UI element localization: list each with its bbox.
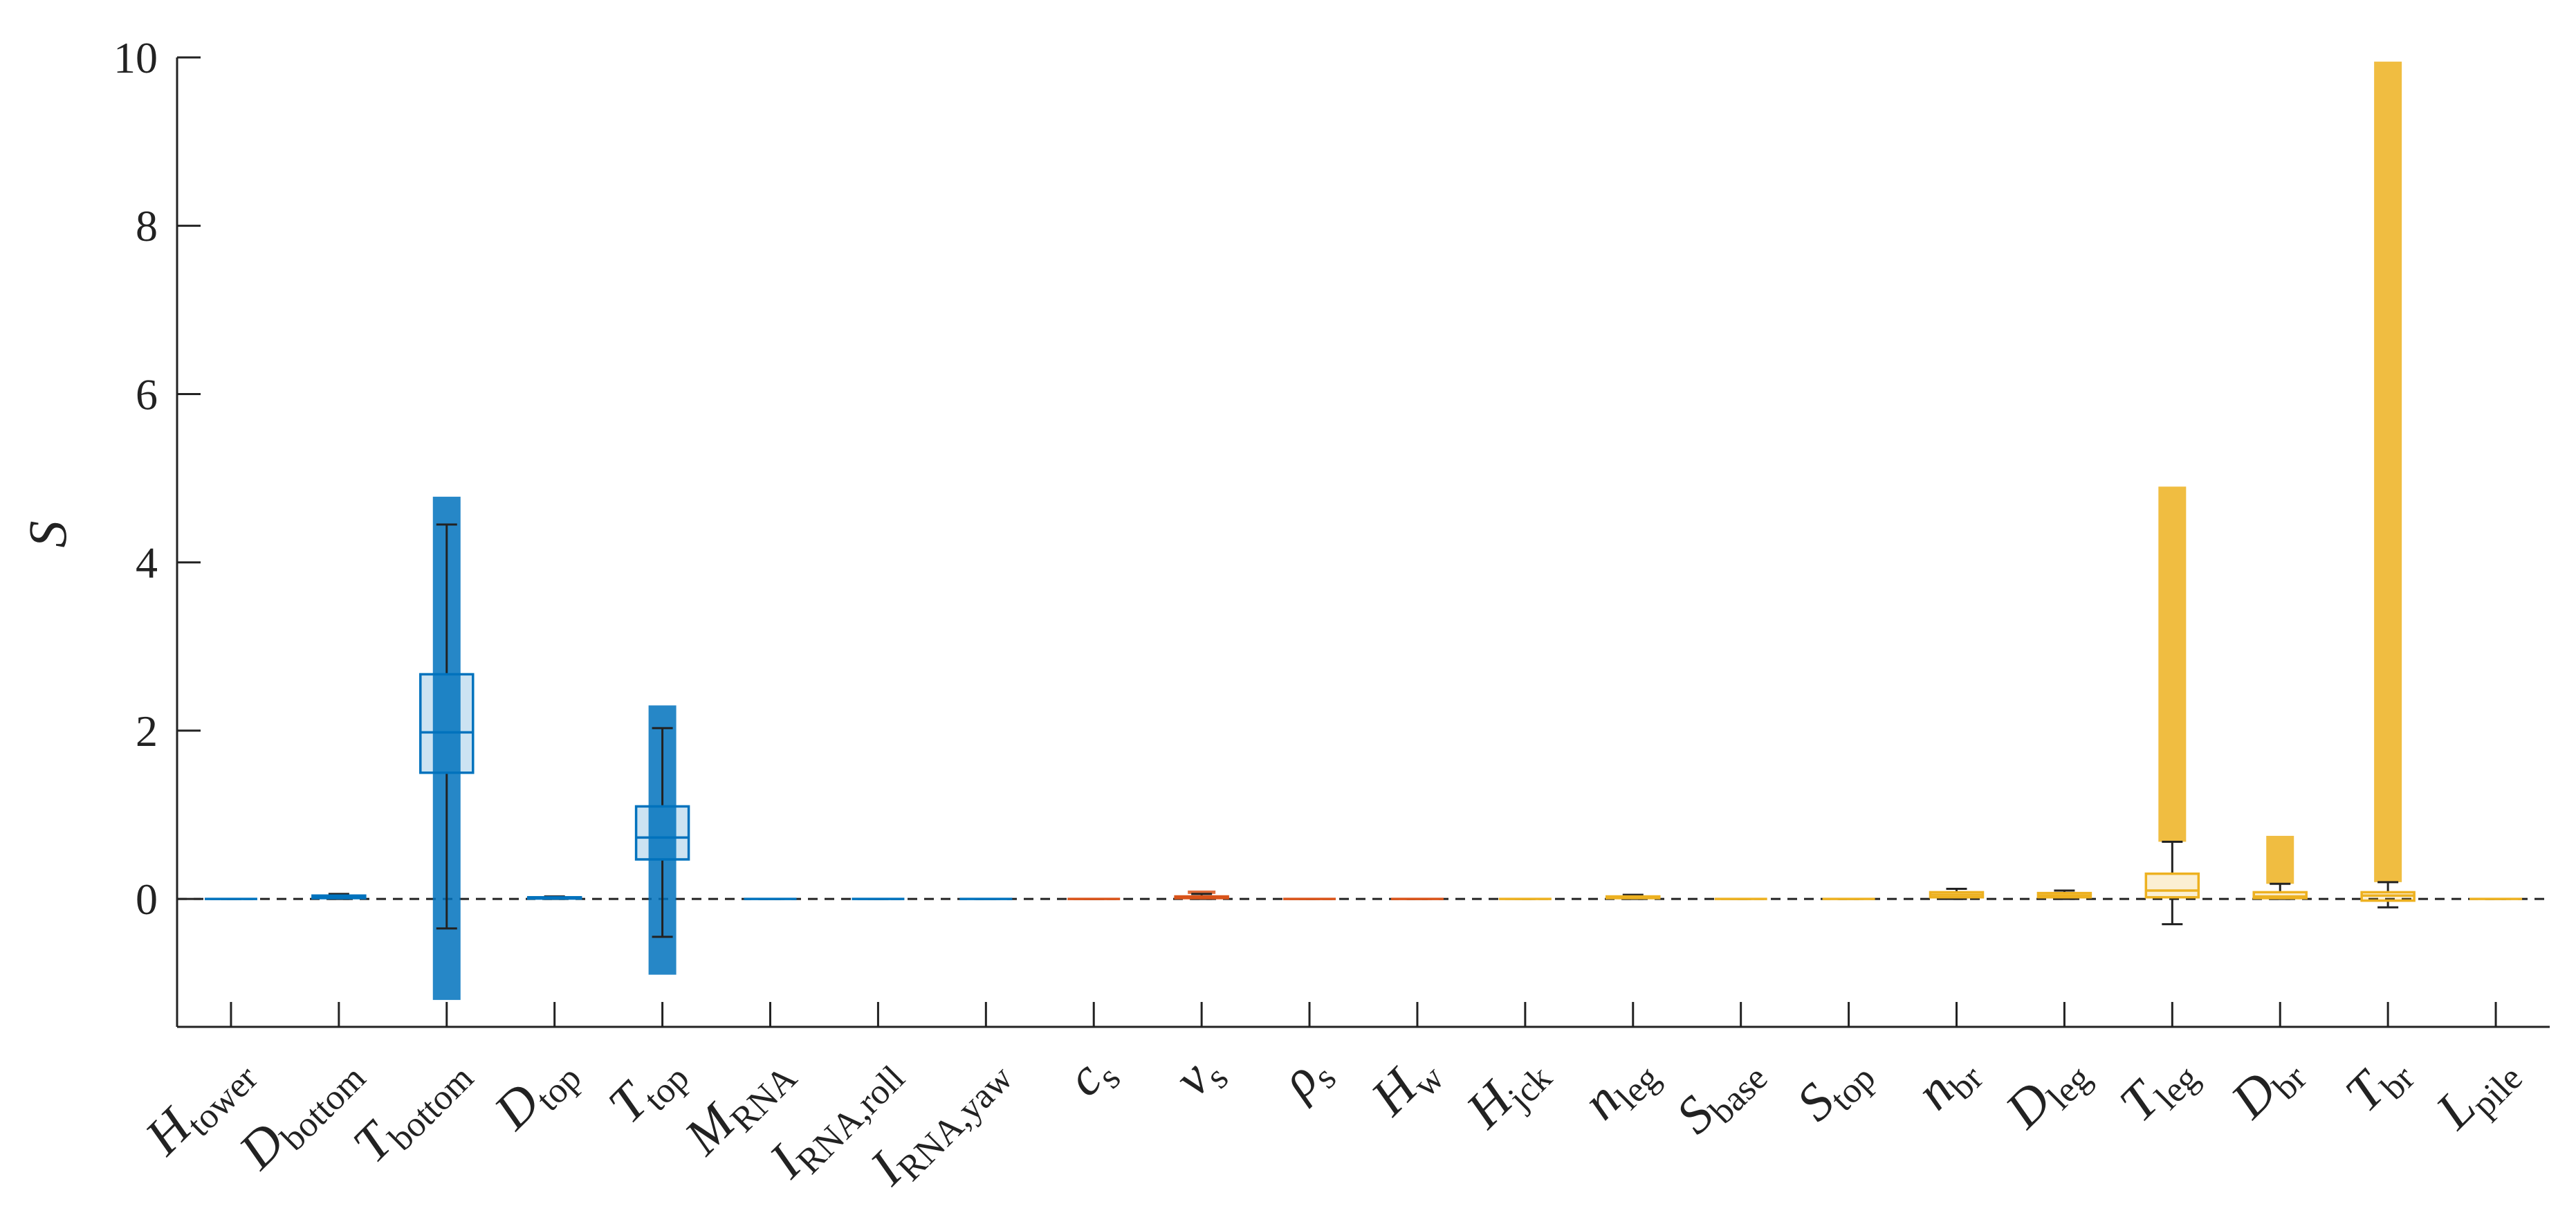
- y-tick-label: 2: [136, 706, 158, 756]
- x-tick-label: Dtop: [483, 1040, 589, 1147]
- y-tick-label: 0: [136, 875, 158, 924]
- x-tick-label: nleg: [1572, 1040, 1668, 1136]
- x-tick-label: Stop: [1785, 1040, 1883, 1138]
- x-tick-label-sub: bottom: [381, 1058, 481, 1158]
- x-tick-label: Lpile: [2425, 1040, 2530, 1146]
- outlier-cloud: [2266, 835, 2294, 884]
- y-tick-label: 10: [113, 33, 158, 82]
- x-tick-label-sub: RNA,yaw: [890, 1058, 1021, 1189]
- x-tick-label: Dbottom: [228, 1040, 374, 1186]
- x-tick-label: Dleg: [1994, 1040, 2099, 1145]
- x-tick-label: Dbr: [2220, 1040, 2315, 1135]
- outlier-cloud: [1188, 890, 1216, 894]
- x-tick-label: Hw: [1359, 1039, 1452, 1132]
- x-tick-label: nbr: [1905, 1040, 1991, 1127]
- outlier-cloud: [2374, 62, 2402, 882]
- box: [2252, 891, 2308, 900]
- y-tick-label: 6: [136, 370, 158, 419]
- x-tick-label: Tbr: [2334, 1040, 2422, 1129]
- y-tick-label: 8: [136, 201, 158, 250]
- y-tick-label: 4: [136, 538, 158, 587]
- box: [634, 805, 690, 861]
- y-axis-label: S: [17, 521, 77, 548]
- x-tick-label: Hjck: [1455, 1040, 1560, 1145]
- x-tick-label: cs: [1056, 1040, 1128, 1113]
- box: [419, 673, 475, 774]
- x-tick-label: νs: [1163, 1040, 1236, 1113]
- box: [2144, 872, 2200, 899]
- x-tick-label: Tbottom: [342, 1040, 481, 1179]
- x-tick-label: Sbase: [1665, 1040, 1775, 1150]
- outlier-cloud: [2158, 486, 2187, 842]
- x-tick-label: ρs: [1269, 1040, 1344, 1115]
- x-tick-label: Tleg: [2108, 1040, 2207, 1138]
